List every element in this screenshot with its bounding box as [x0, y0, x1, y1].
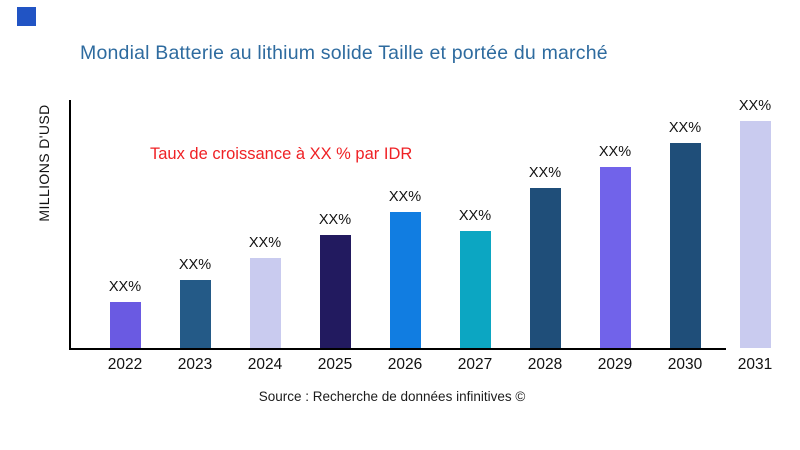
x-tick-label-2026: 2026: [387, 356, 423, 373]
x-tick-label-2022: 2022: [107, 356, 143, 373]
x-tick-label-2027: 2027: [457, 356, 493, 373]
bar-value-label-2024: XX%: [248, 235, 282, 251]
bar-value-label-2028: XX%: [528, 165, 562, 181]
bar-2030: [669, 143, 701, 348]
bar-2026: [389, 212, 421, 348]
bar-2028: [529, 188, 561, 348]
x-tick-label-2030: 2030: [667, 356, 703, 373]
y-axis-label: MILLIONS D'USD: [36, 104, 52, 222]
bar-value-label-2026: XX%: [388, 189, 422, 205]
bar-value-label-2022: XX%: [108, 279, 142, 295]
bar-2022: [109, 302, 141, 348]
bar-2029: [599, 167, 631, 348]
x-tick-label-2031: 2031: [737, 356, 773, 373]
x-tick-label-2025: 2025: [317, 356, 353, 373]
growth-rate-annotation: Taux de croissance à XX % par IDR: [150, 145, 413, 163]
x-tick-label-2029: 2029: [597, 356, 633, 373]
bar-2024: [249, 258, 281, 348]
x-tick-label-2028: 2028: [527, 356, 563, 373]
bar-2031: [739, 121, 771, 348]
bar-value-label-2027: XX%: [458, 208, 492, 224]
bar-value-label-2025: XX%: [318, 212, 352, 228]
bar-value-label-2029: XX%: [598, 144, 632, 160]
x-axis-line: [69, 348, 726, 350]
brand-logo-square: [17, 7, 36, 26]
x-tick-label-2024: 2024: [247, 356, 283, 373]
bar-value-label-2023: XX%: [178, 257, 212, 273]
bar-value-label-2030: XX%: [668, 120, 702, 136]
bar-value-label-2031: XX%: [738, 98, 772, 114]
bar-2025: [319, 235, 351, 348]
bar-2027: [459, 231, 491, 348]
source-attribution: Source : Recherche de données infinitive…: [258, 389, 526, 404]
y-axis-line: [69, 100, 71, 350]
bar-2023: [179, 280, 211, 348]
chart-title: Mondial Batterie au lithium solide Taill…: [80, 42, 608, 64]
x-tick-label-2023: 2023: [177, 356, 213, 373]
